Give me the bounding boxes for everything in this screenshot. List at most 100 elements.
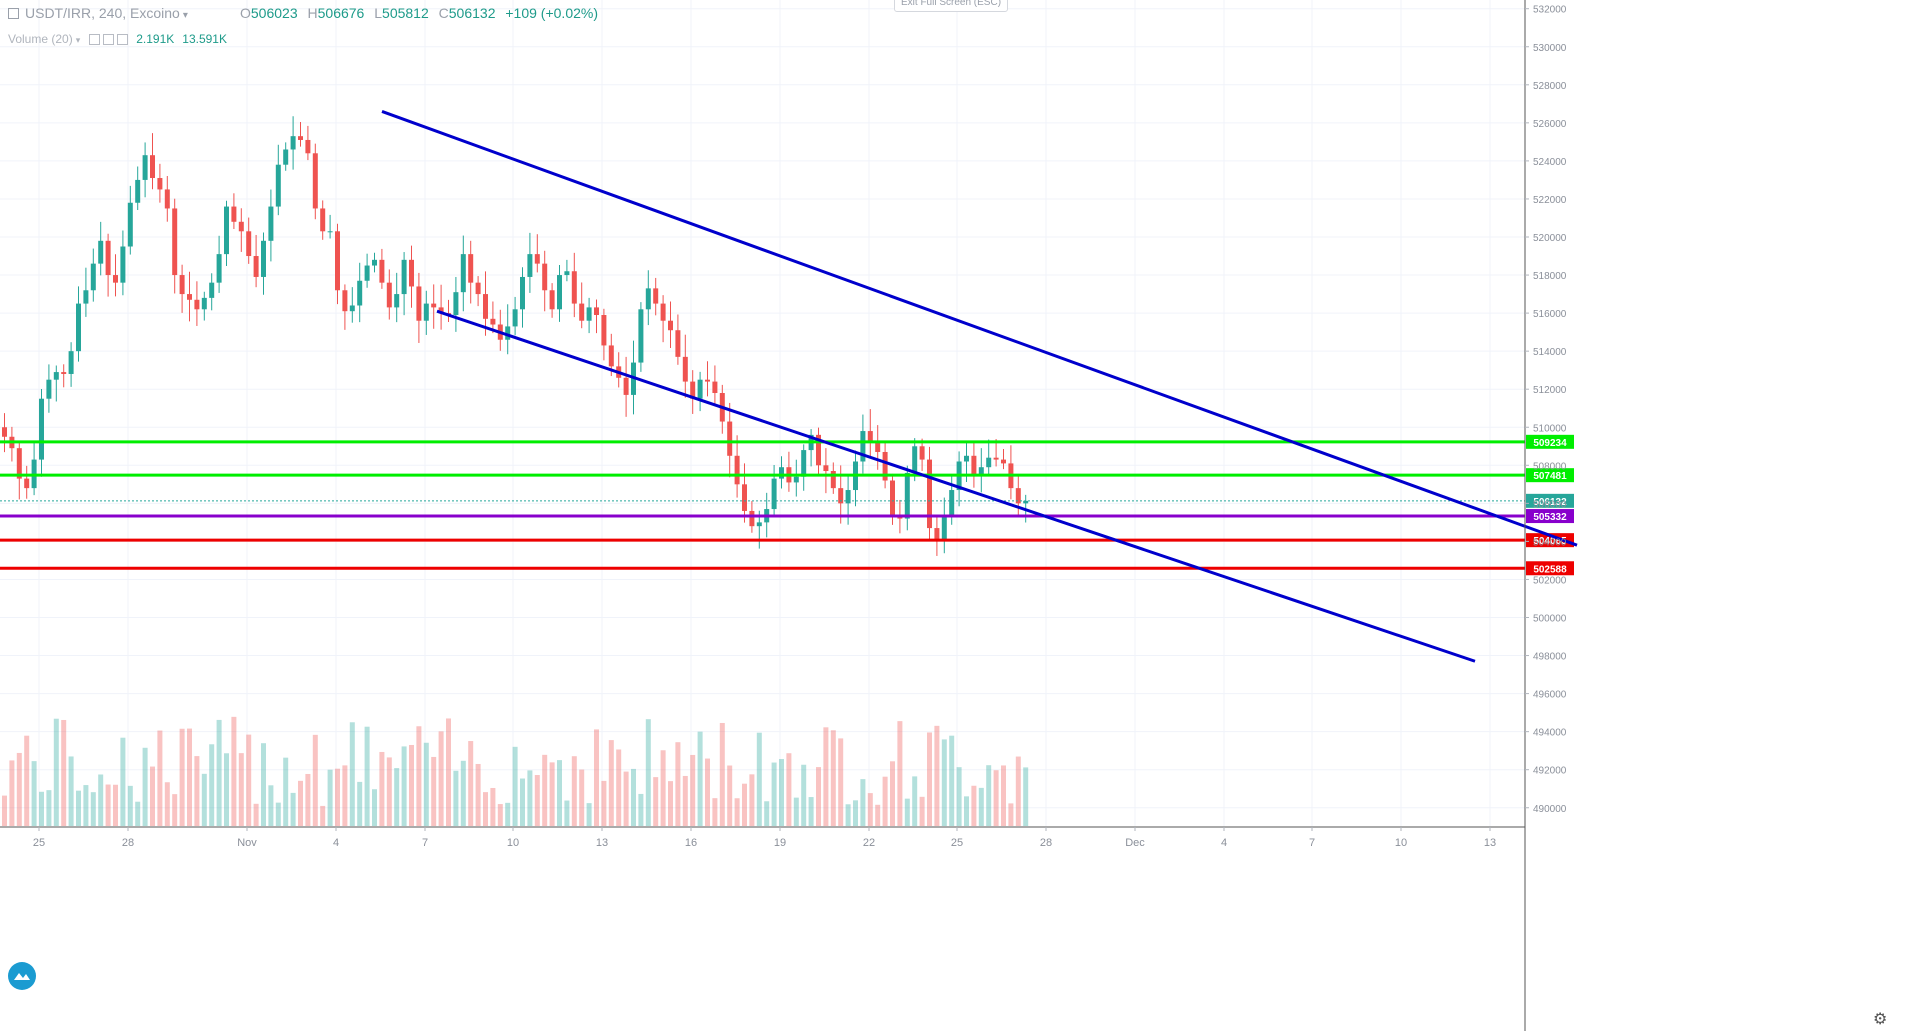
exit-fullscreen-button[interactable]: Exit Full Screen (ESC) [894, 0, 1009, 12]
volume-bar [39, 791, 44, 826]
volume-bar [808, 797, 814, 826]
time-tick-label: 25 [951, 837, 963, 849]
volume-bar [1023, 767, 1029, 826]
volume-bar [668, 781, 673, 826]
volume-bar [342, 765, 348, 826]
volume-bar [209, 744, 215, 826]
volume-bar [453, 770, 459, 826]
price-tick-label: 530000 [1533, 43, 1567, 54]
volume-bar [830, 730, 836, 826]
level-price-tag [1526, 493, 1574, 508]
candle-body [275, 164, 281, 207]
candle-body [1001, 459, 1006, 464]
price-tick-label: 504000 [1533, 537, 1567, 548]
candle-body [142, 155, 148, 180]
volume-bar [534, 775, 540, 826]
candle-body [90, 263, 96, 291]
volume-bar [601, 780, 607, 826]
candle-body [779, 467, 784, 479]
volume-indicator-row[interactable]: Volume (20) ▾ 2.191K 13.591K [8, 32, 227, 46]
volume-bar [157, 730, 163, 826]
volume-bar [638, 793, 644, 826]
volume-bar [61, 719, 67, 826]
candle-body [349, 305, 355, 312]
candle-body [268, 206, 274, 241]
candle-body [261, 240, 266, 277]
candle-body [2, 427, 7, 437]
tradingview-logo-icon[interactable] [8, 962, 36, 990]
volume-label[interactable]: Volume (20) [8, 32, 73, 46]
candle-body [690, 381, 696, 399]
chevron-down-icon[interactable]: ▾ [75, 35, 81, 45]
candle-body [986, 457, 992, 468]
volume-bar [793, 797, 799, 826]
candle-body [823, 465, 829, 472]
volume-bar [949, 735, 955, 826]
candle-body [201, 297, 207, 310]
candle-body [712, 381, 718, 394]
volume-bar [135, 801, 141, 826]
candle-body [298, 136, 303, 140]
volume-bar [483, 792, 488, 826]
volume-bar [253, 803, 259, 826]
candle-body [24, 478, 30, 489]
high-value: 506676 [317, 5, 365, 21]
symbol-label[interactable]: USDT/IRR, 240, Excoino [25, 5, 180, 21]
volume-bar [705, 758, 710, 826]
volume-bar [742, 783, 747, 826]
volume-bar [127, 785, 133, 826]
volume-bar [616, 749, 622, 826]
symbol-header[interactable]: USDT/IRR, 240, Excoino ▾ [8, 5, 188, 21]
volume-bar [756, 732, 762, 826]
eye-icon[interactable] [89, 34, 101, 45]
volume-bar [564, 800, 570, 826]
candle-body [527, 254, 533, 277]
time-tick-label: 16 [685, 837, 697, 849]
candle-body [394, 294, 400, 308]
low-label: L [374, 5, 383, 21]
price-tick-label: 490000 [1533, 804, 1567, 815]
close-icon[interactable] [117, 34, 129, 45]
collapse-icon[interactable] [8, 8, 19, 19]
candle-body [705, 379, 710, 382]
candle-body [756, 522, 762, 527]
volume-bar [431, 756, 437, 826]
time-tick-label: 4 [333, 837, 339, 849]
candle-body [460, 254, 466, 293]
level-price-label: 507481 [1533, 471, 1567, 482]
candle-body [150, 155, 155, 179]
volume-bar [364, 726, 370, 826]
volume-bar [194, 756, 200, 826]
candle-body [61, 372, 67, 374]
trend-lines [381, 110, 1578, 663]
volume-bar [549, 762, 555, 826]
volume-bar [53, 718, 59, 826]
volume-bar [423, 742, 429, 826]
volume-bar [978, 787, 984, 826]
candle-body [16, 448, 22, 479]
volume-bar [986, 765, 992, 826]
volume-bar [16, 752, 22, 826]
volume-bar [113, 784, 118, 826]
volume-bar [261, 743, 266, 826]
price-tick-label: 526000 [1533, 119, 1567, 130]
gear-icon[interactable]: ⚙ [1873, 1011, 1888, 1028]
volume-bar [468, 741, 474, 826]
horizontal-levels: 509234 507481 506132 505332 504065 502588 [0, 434, 1574, 576]
volume-bar [712, 798, 718, 826]
candle-body [830, 471, 836, 489]
chevron-down-icon[interactable]: ▾ [182, 10, 188, 21]
candle-body [579, 303, 585, 321]
candle-body [305, 139, 311, 154]
settings-icon[interactable] [103, 34, 115, 45]
candle-body [742, 484, 747, 511]
candle-body [453, 292, 459, 316]
candle-body [919, 446, 925, 460]
candle-body [39, 398, 44, 460]
volume-bar [90, 792, 96, 826]
volume-bar [490, 787, 496, 826]
volume-bar [542, 754, 548, 826]
volume-bar [594, 729, 599, 826]
